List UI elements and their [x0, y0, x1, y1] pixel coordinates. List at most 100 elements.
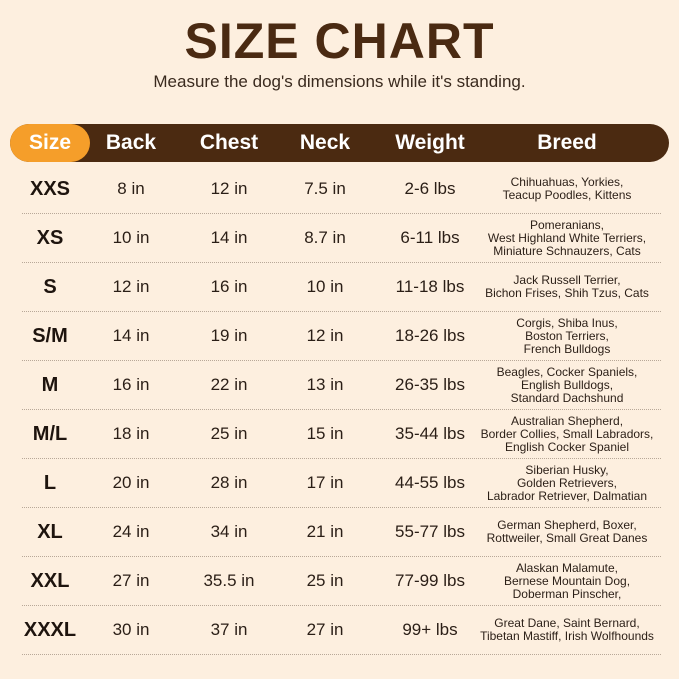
breed-line: Border Collies, Small Labradors, — [480, 426, 654, 441]
cell-weight: 77-99 lbs — [395, 571, 465, 590]
cell-breed: Australian Shepherd, Border Collies, Smal… — [467, 410, 667, 458]
cell-breed: Pomeranians, West Highland White Terriers… — [467, 214, 667, 262]
header-neck: Neck — [299, 131, 351, 154]
cell-weight: 2-6 lbs — [404, 179, 456, 198]
table-row: XL 24 in 34 in 21 in 55-77 lbs German Shepher… — [0, 508, 679, 557]
row-divider — [22, 507, 661, 508]
table-row: M/L 18 in 25 in 15 in 35-44 lbs Australian Sh… — [0, 410, 679, 459]
cell-size: XXS — [29, 177, 71, 200]
cell-breed: Great Dane, Saint Bernard, Tibetan Mastif… — [467, 606, 667, 654]
cell-chest: 19 in — [210, 326, 248, 345]
breed-line: Corgis, Shiba Inus, — [516, 315, 618, 330]
subtitle: Measure the dog's dimensions while it's … — [153, 72, 526, 91]
breed-line: Alaskan Malamute, — [515, 560, 619, 575]
row-divider — [22, 654, 661, 655]
breed-line: Teacup Poodles, Kittens — [502, 188, 632, 202]
cell-back: 30 in — [112, 620, 150, 639]
cell-chest: 22 in — [210, 375, 248, 394]
row-divider — [22, 213, 661, 214]
cell-chest: 25 in — [210, 424, 248, 443]
header-back: Back — [105, 131, 157, 154]
breed-line: Labrador Retriever, Dalmatian — [486, 488, 648, 503]
cell-size: XL — [37, 520, 63, 543]
cell-weight: 11-18 lbs — [395, 277, 465, 296]
row-divider — [22, 556, 661, 557]
cell-breed: Jack Russell Terrier, Bichon Frises, Shih… — [467, 263, 667, 311]
cell-neck: 15 in — [306, 424, 344, 443]
cell-weight: 35-44 lbs — [395, 424, 465, 443]
breed-line: Bernese Mountain Dog, — [503, 573, 631, 588]
cell-weight: 99+ lbs — [402, 620, 458, 639]
breed-line: Boston Terriers, — [525, 328, 609, 343]
cell-neck: 13 in — [306, 375, 344, 394]
breed-line: Siberian Husky, — [525, 462, 609, 477]
cell-back: 14 in — [112, 326, 150, 345]
cell-weight: 26-35 lbs — [395, 375, 465, 394]
cell-neck: 8.7 in — [304, 228, 346, 247]
cell-size: M — [41, 373, 59, 396]
cell-breed: German Shepherd, Boxer, Rottweiler, Small… — [467, 508, 667, 556]
cell-size: XXL — [30, 569, 70, 592]
cell-breed: Alaskan Malamute, Bernese Mountain Dog, Do… — [467, 557, 667, 605]
breed-line: Pomeranians, — [529, 217, 605, 232]
breed-line: Chihuahuas, Yorkies, — [510, 175, 624, 189]
row-divider — [22, 262, 661, 263]
cell-breed: Corgis, Shiba Inus, Boston Terriers, Frenc… — [467, 312, 667, 360]
breed-line: Great Dane, Saint Bernard, — [494, 616, 640, 630]
cell-back: 20 in — [112, 473, 150, 492]
table-row: S/M 14 in 19 in 12 in 18-26 lbs Corgis, Shiba… — [0, 312, 679, 361]
cell-back: 10 in — [112, 228, 150, 247]
cell-chest: 34 in — [210, 522, 248, 541]
cell-neck: 25 in — [306, 571, 344, 590]
breed-line: West Highland White Terriers, — [487, 230, 647, 245]
cell-chest: 16 in — [210, 277, 248, 296]
breed-line: English Cocker Spaniel — [504, 439, 630, 454]
breed-line: Standard Dachshund — [510, 390, 624, 405]
breed-line: Doberman Pinscher, — [512, 586, 622, 601]
row-divider — [22, 605, 661, 606]
size-header-pill — [10, 124, 90, 162]
breed-line: Beagles, Cocker Spaniels, — [496, 364, 638, 379]
cell-back: 18 in — [112, 424, 150, 443]
breed-line: German Shepherd, Boxer, — [497, 518, 637, 532]
cell-breed: Siberian Husky, Golden Retrievers, Labrado… — [467, 459, 667, 507]
table-row: XXS 8 in 12 in 7.5 in 2-6 lbs Chihuahuas, Yor… — [0, 165, 679, 214]
cell-neck: 27 in — [306, 620, 344, 639]
row-divider — [22, 360, 661, 361]
cell-chest: 12 in — [210, 179, 248, 198]
breed-line: Australian Shepherd, — [510, 413, 624, 428]
row-divider — [22, 458, 661, 459]
cell-chest: 35.5 in — [203, 571, 255, 590]
cell-chest: 28 in — [210, 473, 248, 492]
header-size: Size — [28, 131, 72, 154]
cell-size: M/L — [32, 422, 68, 445]
table-row: L 20 in 28 in 17 in 44-55 lbs Siberian Husky,… — [0, 459, 679, 508]
cell-neck: 12 in — [306, 326, 344, 345]
cell-size: XS — [36, 226, 64, 249]
breed-line: Miniature Schnauzers, Cats — [493, 243, 641, 258]
cell-back: 8 in — [117, 179, 145, 198]
cell-back: 24 in — [112, 522, 150, 541]
cell-weight: 18-26 lbs — [395, 326, 465, 345]
cell-size: L — [43, 471, 57, 494]
header-breed: Breed — [537, 131, 597, 154]
cell-weight: 6-11 lbs — [400, 228, 460, 247]
cell-breed: Chihuahuas, Yorkies, Teacup Poodles, Kitt… — [467, 165, 667, 213]
table-row: XXXL 30 in 37 in 27 in 99+ lbs Great Dane, Sa… — [0, 606, 679, 655]
cell-back: 27 in — [112, 571, 150, 590]
cell-size: S/M — [32, 324, 68, 347]
cell-neck: 17 in — [306, 473, 344, 492]
row-divider — [22, 311, 661, 312]
cell-chest: 14 in — [210, 228, 248, 247]
table-row: M 16 in 22 in 13 in 26-35 lbs Beagles, Cocker… — [0, 361, 679, 410]
cell-neck: 10 in — [306, 277, 344, 296]
breed-line: French Bulldogs — [523, 341, 611, 356]
cell-size: S — [43, 275, 57, 298]
table-row: XXL 27 in 35.5 in 25 in 77-99 lbs Alaskan Mal… — [0, 557, 679, 606]
cell-chest: 37 in — [210, 620, 248, 639]
header-weight: Weight — [395, 131, 465, 154]
breed-line: Rottweiler, Small Great Danes — [486, 531, 648, 545]
cell-back: 12 in — [112, 277, 150, 296]
table-row: S 12 in 16 in 10 in 11-18 lbs Jack Russell Te… — [0, 263, 679, 312]
table-row: XS 10 in 14 in 8.7 in 6-11 lbs Pomeranians, We… — [0, 214, 679, 263]
